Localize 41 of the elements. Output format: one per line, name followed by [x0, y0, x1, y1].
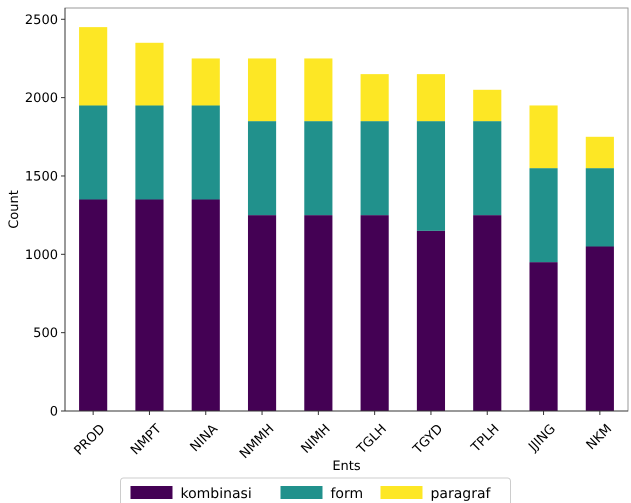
bar — [586, 168, 614, 246]
y-tick-label: 500 — [33, 326, 58, 342]
bar — [79, 105, 108, 200]
legend-label: form — [330, 486, 364, 502]
y-tick-label: 0 — [50, 404, 58, 420]
bar — [192, 105, 220, 200]
bar — [473, 121, 502, 216]
bar — [79, 27, 108, 106]
bar — [529, 105, 558, 168]
y-tick-label: 1000 — [24, 248, 58, 263]
bar — [416, 121, 446, 231]
y-tick-label: 2500 — [24, 12, 58, 28]
bar — [473, 90, 502, 122]
bar — [360, 215, 389, 411]
bar — [192, 58, 220, 106]
bar — [135, 199, 164, 411]
bar — [135, 105, 164, 200]
bar — [586, 246, 614, 411]
y-axis-title: Count — [7, 190, 22, 229]
bar — [529, 262, 558, 411]
bar — [304, 121, 332, 216]
y-tick-label: 2000 — [24, 91, 58, 106]
bar — [248, 121, 276, 216]
bar — [248, 215, 276, 411]
bar — [79, 199, 108, 411]
bar — [473, 215, 502, 411]
y-tick-label: 1500 — [24, 170, 58, 185]
legend-label: kombinasi — [180, 486, 252, 502]
bar — [416, 230, 446, 411]
bar — [304, 215, 332, 411]
bar — [360, 121, 389, 216]
bar — [586, 136, 614, 168]
bar — [248, 58, 276, 122]
bar — [360, 74, 389, 122]
bar — [529, 168, 558, 262]
bar — [135, 42, 164, 106]
bar — [192, 199, 220, 411]
bar — [304, 58, 332, 122]
x-axis-title: Ents — [332, 459, 361, 474]
legend-label: paragraf — [430, 486, 492, 502]
bar — [416, 74, 446, 122]
